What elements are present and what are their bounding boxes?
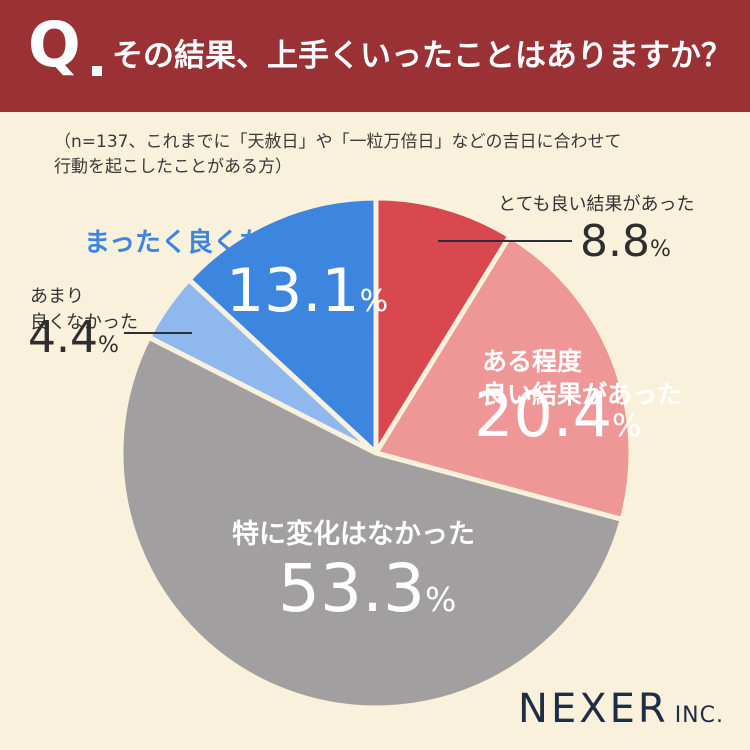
slice-no-change — [118, 334, 625, 711]
pct-not-good: 4.4% — [28, 312, 119, 363]
question-text: その結果、上手くいったことはありますか？ — [112, 38, 732, 74]
slice-very-good — [373, 195, 513, 456]
label-no-change: 特に変化はなかった — [232, 519, 475, 550]
label-somewhat-good: ある程度 良い結果があった — [482, 347, 683, 409]
pct-no-change: 53.3% — [278, 550, 457, 627]
slice-somewhat-good — [373, 233, 634, 523]
label-not-good: あまり 良くなかった — [30, 286, 138, 333]
pct-somewhat-good: 20.4% — [474, 378, 642, 451]
q-letter: Q — [28, 8, 81, 81]
brand-logo: NEXER INC. — [518, 686, 724, 732]
label-not-good-at-all: まったく良くなかった — [84, 228, 343, 258]
q-dot-decoration — [92, 66, 102, 76]
pct-very-good: 8.8% — [580, 216, 671, 267]
slice-not-good-at-all — [186, 195, 379, 456]
sample-note: （n=137、これまでに「天赦日」や「一粒万倍日」などの吉日に合わせて 行動を起… — [54, 132, 622, 177]
label-very-good: とても良い結果があった — [498, 194, 695, 215]
question-header: Q その結果、上手くいったことはありますか？ — [0, 0, 750, 112]
pct-not-good-at-all: 13.1% — [226, 256, 389, 326]
